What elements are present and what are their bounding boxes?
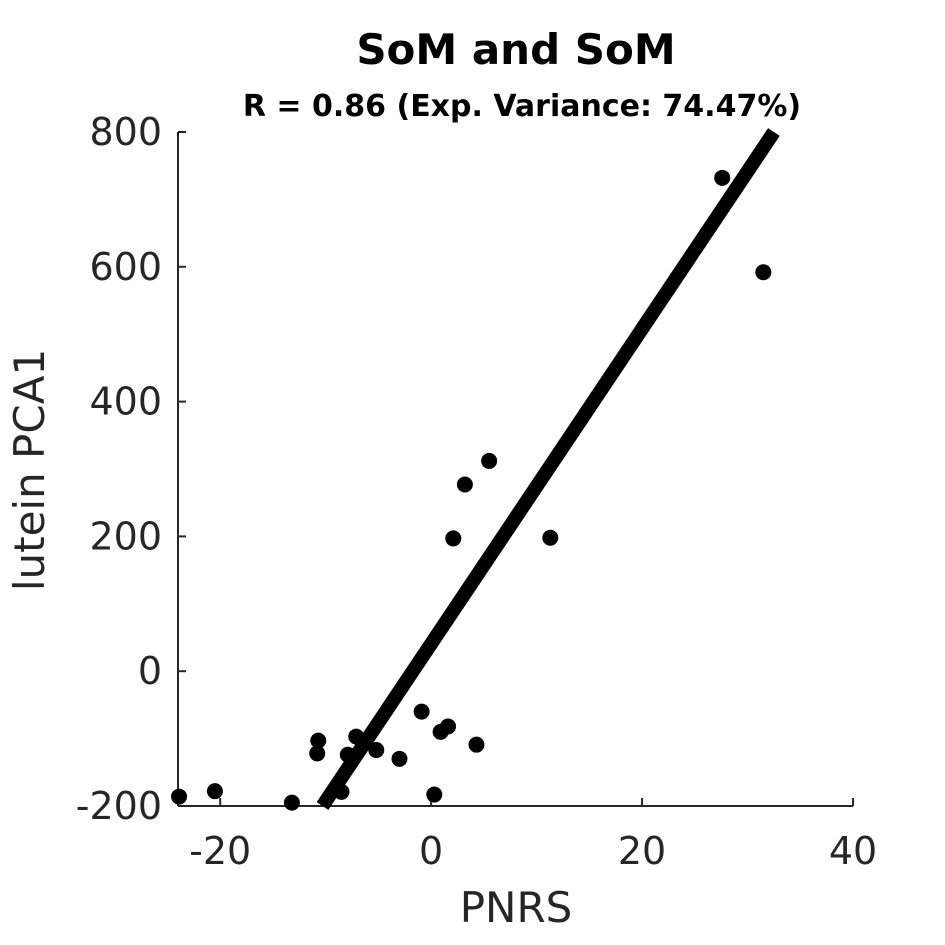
y-tick-label: 800	[89, 110, 162, 154]
y-tick-label: -200	[76, 784, 162, 828]
data-point	[413, 703, 430, 720]
data-point	[714, 169, 731, 186]
data-point	[309, 745, 326, 762]
y-tick-label: 200	[89, 514, 162, 558]
data-point	[468, 736, 485, 753]
data-point	[171, 788, 188, 805]
data-point	[445, 530, 462, 547]
chart-subtitle: R = 0.86 (Exp. Variance: 74.47%)	[243, 89, 801, 124]
y-tick-label: 0	[138, 649, 162, 693]
data-point	[310, 732, 327, 749]
y-tick-label: 600	[89, 245, 162, 289]
fit-line-group	[316, 128, 780, 810]
y-axis-label: lutein PCA1	[5, 349, 54, 591]
x-tick-label: 20	[618, 829, 666, 873]
data-point	[456, 476, 473, 493]
axes	[177, 132, 853, 807]
data-point	[481, 452, 498, 469]
data-point	[432, 723, 449, 740]
y-tick-label: 400	[89, 380, 162, 424]
data-point	[368, 742, 385, 759]
data-point	[542, 529, 559, 546]
x-tick-label: 40	[829, 829, 877, 873]
data-point	[206, 783, 223, 800]
data-point	[283, 794, 300, 811]
data-point	[755, 264, 772, 281]
x-tick-label: 0	[419, 829, 443, 873]
fit-line	[316, 128, 780, 810]
x-ticks: -20 0 20 40	[189, 798, 877, 873]
x-axis-label: PNRS	[460, 883, 573, 932]
data-point	[426, 786, 443, 803]
y-ticks: -200 0 200 400 600 800	[76, 110, 186, 828]
data-point	[348, 728, 365, 745]
data-points	[171, 169, 772, 811]
data-point	[333, 783, 350, 800]
data-point	[391, 750, 408, 767]
chart-title: SoM and SoM	[356, 25, 675, 74]
x-tick-label: -20	[189, 829, 251, 873]
data-point	[339, 746, 356, 763]
